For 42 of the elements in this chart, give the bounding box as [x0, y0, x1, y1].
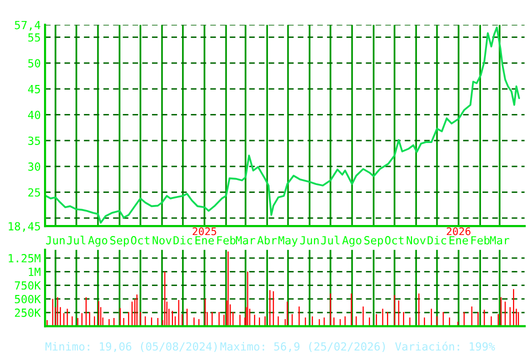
- x-tick-label: May: [278, 236, 298, 247]
- x-tick-label: Jun: [300, 236, 319, 244]
- x-tick-label: Nov: [406, 236, 426, 244]
- text: 2026: [446, 227, 470, 236]
- y-tick-label: 18,45: [8, 222, 40, 232]
- text: Minimo: 19,06 (05/08/2024): [46, 342, 217, 352]
- x-tick-label: Mar: [490, 236, 510, 244]
- x-tick-label: Feb: [471, 236, 490, 244]
- y-tick-label: 35: [28, 136, 40, 145]
- text: Variación: 199%: [395, 342, 496, 351]
- x-tick-label: Oct: [385, 236, 404, 244]
- y-tick-label: 1.25M: [8, 254, 40, 262]
- y-tick-label: 50: [28, 59, 40, 68]
- y-tick-label: 25: [28, 188, 40, 197]
- x-tick-label: Mar: [236, 236, 256, 244]
- x-tick-label: Nov: [152, 236, 172, 244]
- x-tick-label: Ago: [342, 236, 362, 247]
- x-tick-label: Jul: [66, 236, 86, 244]
- y-tick-label: 500K: [14, 294, 41, 304]
- line-series: [45, 26, 520, 224]
- x-tick-label: Dic: [174, 236, 192, 244]
- y-tick-label: 750K: [14, 281, 41, 290]
- text: 2025: [192, 227, 216, 236]
- x-tick-label: Oct: [131, 236, 150, 244]
- x-tick-label: Jul: [321, 236, 340, 244]
- y-tick-label: 30: [28, 162, 40, 171]
- y-tick-label: 250K: [14, 308, 41, 317]
- x-tick-label: Ene: [450, 236, 468, 244]
- x-tick-label: Ene: [196, 236, 214, 244]
- x-tick-label: Ago: [88, 236, 108, 247]
- x-tick-label: Abr: [257, 236, 277, 244]
- text: Maximo: 56,9 (25/02/2026): [220, 342, 385, 352]
- x-tick-label: Jun: [46, 236, 65, 244]
- y-tick-label: 45: [28, 85, 40, 94]
- x-tick-label: Dic: [428, 236, 446, 244]
- y-tick-label: 55: [28, 33, 40, 42]
- y-tick-label: 40: [28, 110, 40, 120]
- y-tick-label: 1M: [28, 268, 40, 276]
- x-tick-label: Feb: [217, 236, 236, 244]
- y-tick-label: 57,4: [14, 20, 40, 31]
- x-tick-label: Sep: [364, 236, 383, 247]
- x-tick-label: Sep: [110, 236, 129, 247]
